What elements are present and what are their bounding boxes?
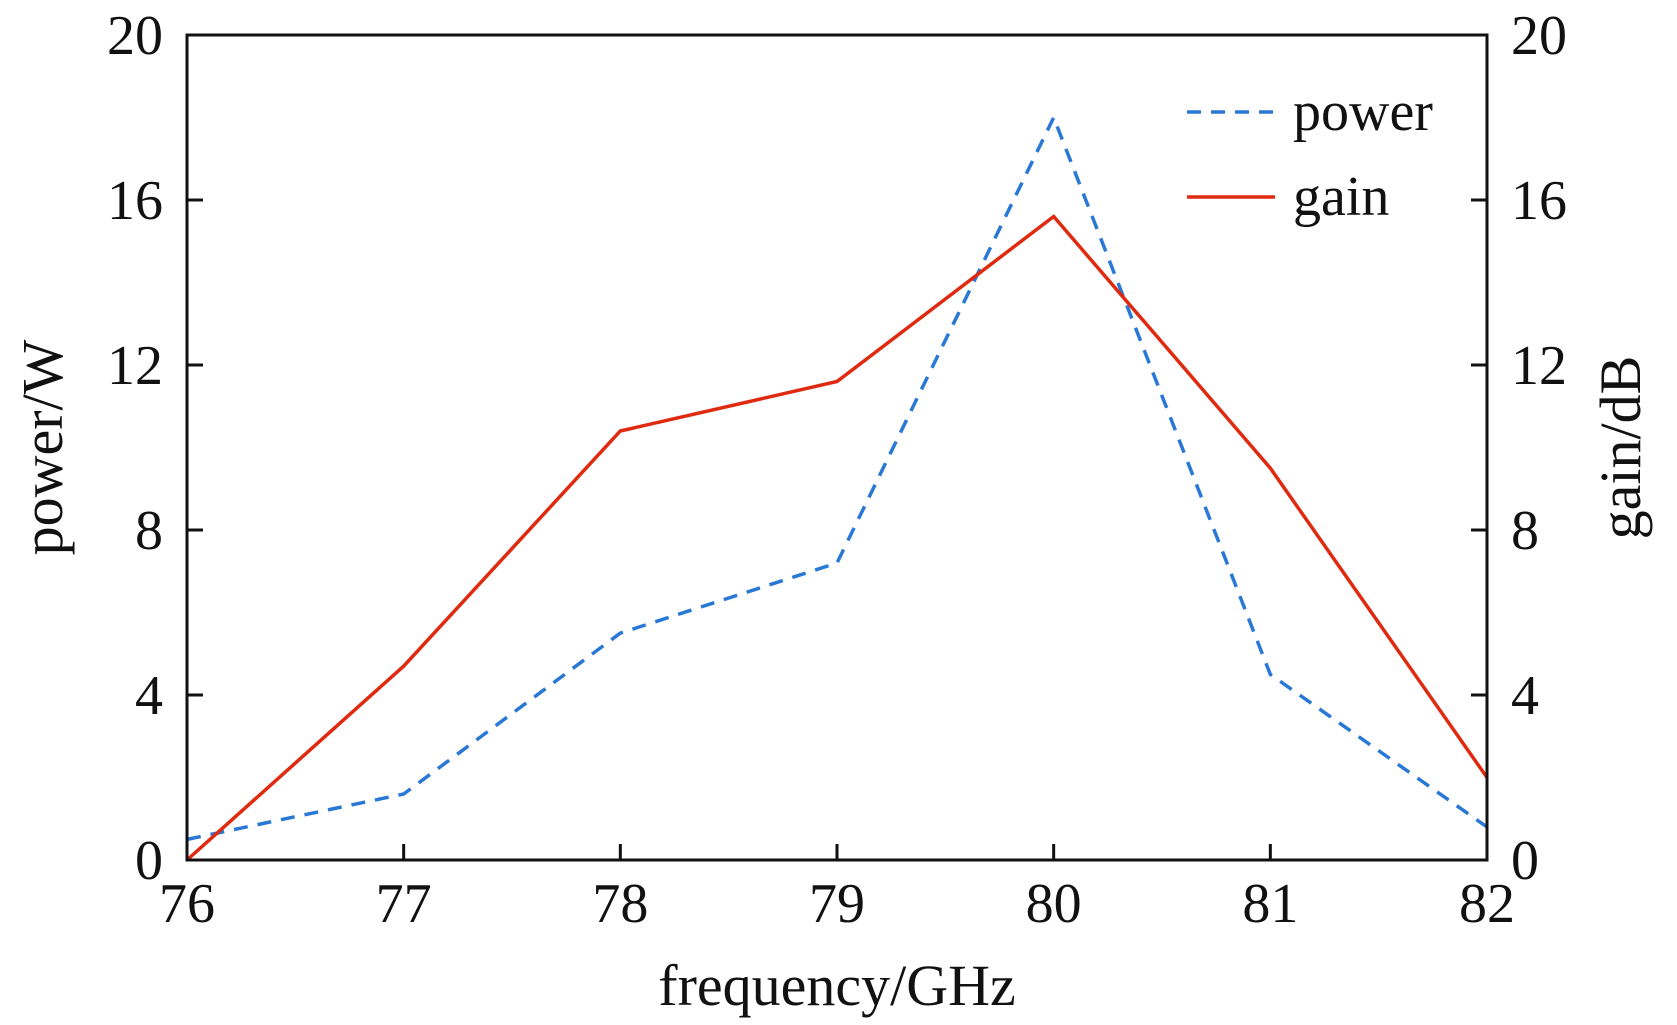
x-tick-label-2: 78 [592, 873, 648, 935]
y-left-tick-label-3: 12 [107, 335, 163, 397]
axis-ticks [185, 33, 1489, 862]
x-tick-label-6: 82 [1459, 873, 1515, 935]
y-left-tick-label-1: 4 [135, 665, 163, 727]
x-axis-label: frequency/GHz [658, 953, 1016, 1018]
legend-label-power: power [1293, 81, 1433, 143]
y-left-tick-label-0: 0 [135, 830, 163, 892]
series-lines [185, 113, 1489, 862]
y-right-tick-label-5: 20 [1511, 5, 1567, 67]
x-tick-label-0: 76 [159, 873, 215, 935]
x-tick-label-4: 80 [1026, 873, 1082, 935]
y-left-tick-label-4: 16 [107, 170, 163, 232]
y-right-tick-label-1: 4 [1511, 665, 1539, 727]
legend-label-gain: gain [1293, 166, 1389, 228]
y-right-tick-label-2: 8 [1511, 500, 1539, 562]
y-right-tick-label-4: 16 [1511, 170, 1567, 232]
y-left-tick-label-5: 20 [107, 5, 163, 67]
x-tick-label-5: 81 [1242, 873, 1298, 935]
series-line-gain [185, 214, 1489, 862]
plot-frame [185, 33, 1489, 862]
y-axis-right-label: gain/dB [1588, 356, 1653, 540]
legend: power gain [1187, 81, 1433, 228]
series-line-power [186, 113, 1489, 842]
y-right-tick-label-3: 12 [1511, 335, 1567, 397]
x-tick-label-3: 79 [809, 873, 865, 935]
y-left-tick-label-2: 8 [135, 500, 163, 562]
x-tick-label-1: 77 [376, 873, 432, 935]
y-axis-left-label: power/W [10, 339, 75, 555]
y-right-tick-label-0: 0 [1511, 830, 1539, 892]
